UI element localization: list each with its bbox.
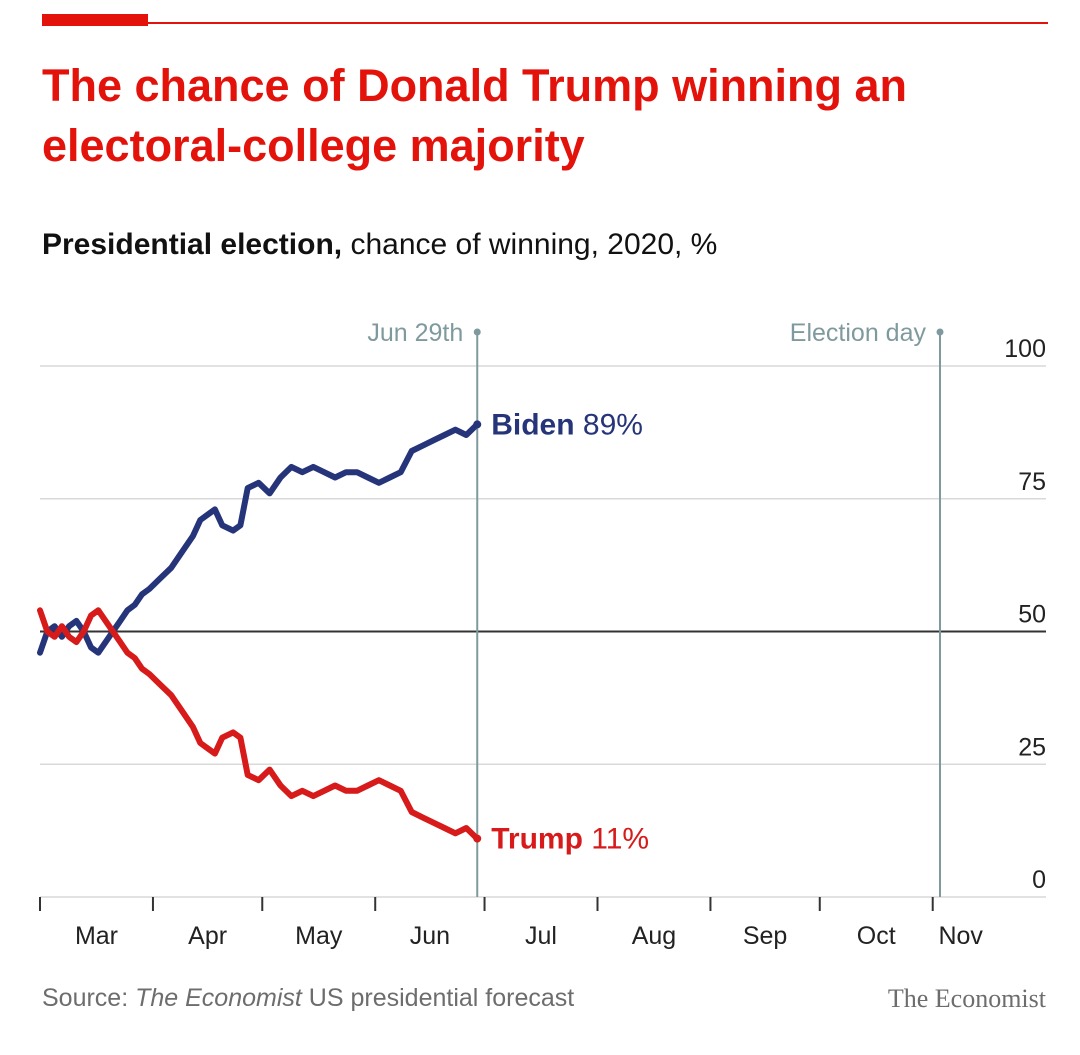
x-tick-label: Apr (188, 922, 227, 950)
series-name: Trump (491, 823, 583, 856)
y-tick-label: 25 (1018, 733, 1046, 761)
biden-series-line (37, 421, 481, 656)
x-tick-label: Nov (938, 922, 983, 950)
x-tick-label: Jun (410, 922, 450, 950)
biden-end-point (473, 420, 482, 429)
x-tick-label: Jul (525, 922, 557, 950)
marker-dot (473, 328, 481, 336)
x-tick-label: Mar (75, 922, 118, 950)
series-name: Biden (491, 408, 574, 441)
source-rest: US presidential forecast (301, 984, 575, 1012)
chart-subtitle: Presidential election, chance of winning… (42, 228, 717, 262)
trump-series-line (37, 607, 481, 842)
x-tick-label: May (295, 922, 343, 950)
x-tick-label: Oct (857, 922, 896, 950)
line-chart: 0 25 50 75 100 Jun 29th Election day Biden 89… (37, 319, 1046, 950)
source-publication: The Economist (135, 984, 302, 1012)
series-value: 89% (575, 408, 643, 441)
y-tick-label: 100 (1004, 335, 1046, 363)
y-tick-label: 75 (1018, 468, 1046, 496)
x-tick-label: Aug (632, 922, 676, 950)
series-end-labels: Biden 89% Trump 11% (491, 408, 649, 855)
date-markers: Jun 29th Election day (367, 319, 944, 897)
subtitle-rest: chance of winning, 2020, % (342, 228, 718, 261)
marker-dot (936, 328, 944, 336)
series-value: 11% (583, 823, 649, 856)
biden-end-label: Biden 89% (491, 408, 643, 441)
trump-end-point (473, 834, 482, 843)
trump-end-label: Trump 11% (491, 823, 649, 856)
chart-title: The chance of Donald Trump winning an el… (42, 60, 908, 171)
y-tick-label: 50 (1018, 601, 1046, 629)
publisher-logo: The Economist (887, 984, 1046, 1013)
y-tick-label: 0 (1032, 866, 1046, 894)
x-tick-label: Sep (743, 922, 787, 950)
gridlines: 0 25 50 75 100 (40, 335, 1046, 898)
x-axis: Mar Apr May Jun Jul Aug Sep Oct Nov (39, 897, 983, 950)
series-lines (37, 420, 482, 843)
subtitle-bold: Presidential election, (42, 228, 343, 261)
brand-red-tab (42, 14, 148, 26)
source-note: Source: The Economist US presidential fo… (42, 984, 574, 1013)
marker-label-jun29: Jun 29th (367, 319, 463, 347)
top-rule (42, 22, 1048, 24)
source-prefix: Source: (42, 984, 136, 1012)
marker-label-election-day: Election day (790, 319, 927, 347)
